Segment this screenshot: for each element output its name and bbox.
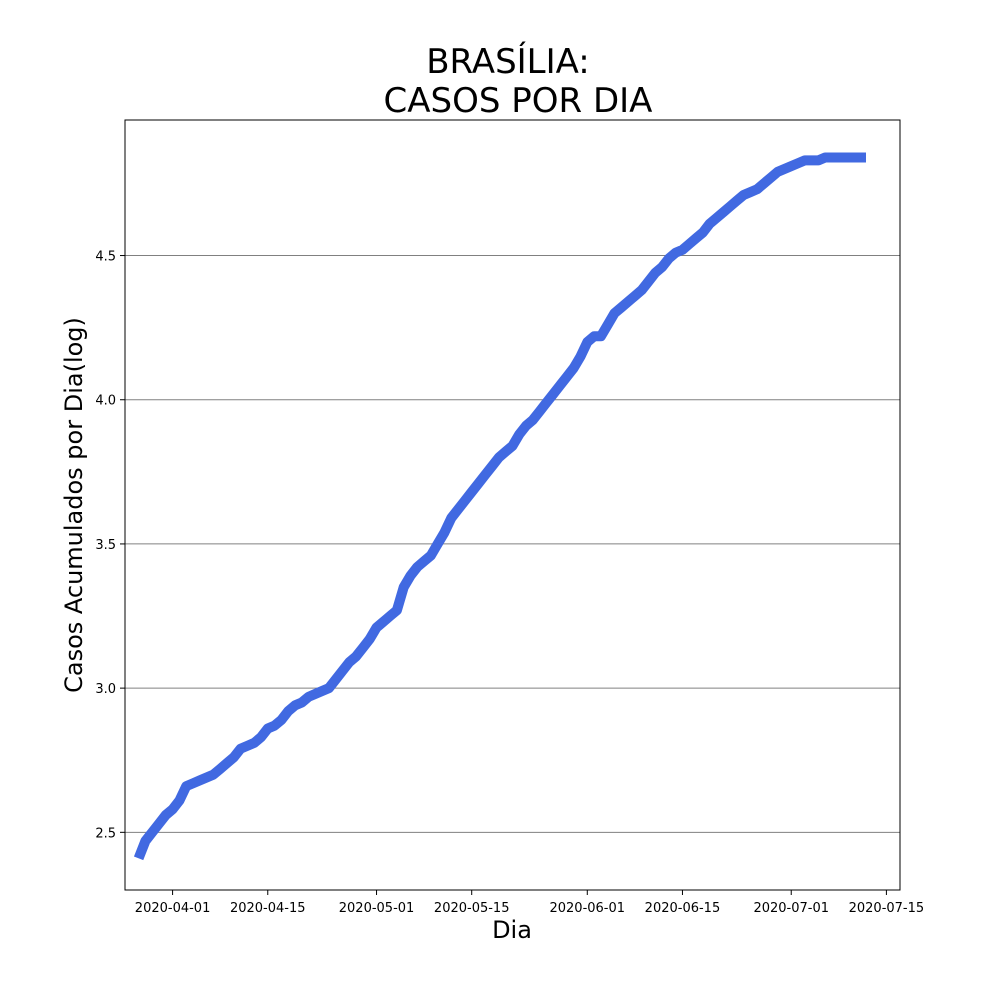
x-tick-label: 2020-06-15 <box>645 901 721 916</box>
series-line <box>133 152 866 861</box>
x-tick-label: 2020-07-15 <box>849 901 925 916</box>
x-ticks: 2020-04-01 2020-04-15 2020-05-01 2020-05-15… <box>135 890 924 916</box>
y-tick-label: 2.5 <box>95 826 116 841</box>
y-axis-label: Casos Acumulados por Dia(log) <box>60 317 88 693</box>
chart-title-line2: CASOS POR DIA <box>384 81 653 121</box>
y-tick-label: 3.0 <box>95 682 116 697</box>
y-ticks: 2.5 3.0 3.5 4.0 4.5 <box>95 250 125 841</box>
y-tick-label: 4.5 <box>95 250 116 265</box>
chart-title-line1: BRASÍLIA: <box>426 41 590 82</box>
data-line-group <box>133 152 866 861</box>
x-tick-label: 2020-04-15 <box>230 901 306 916</box>
x-tick-label: 2020-06-01 <box>549 901 625 916</box>
x-axis-label: Dia <box>492 916 532 944</box>
x-tick-label: 2020-04-01 <box>135 901 211 916</box>
plot-frame <box>124 119 901 891</box>
x-tick-label: 2020-05-15 <box>434 901 510 916</box>
x-tick-label: 2020-05-01 <box>339 901 415 916</box>
y-tick-label: 3.5 <box>95 538 116 553</box>
x-tick-label: 2020-07-01 <box>753 901 829 916</box>
grid-lines <box>125 255 900 833</box>
y-tick-label: 4.0 <box>95 394 116 409</box>
